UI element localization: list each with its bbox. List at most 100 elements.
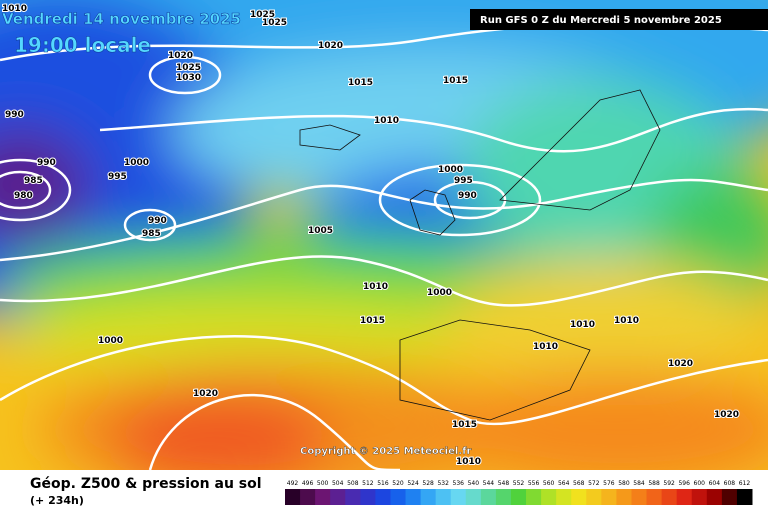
legend-label: 608 — [724, 480, 736, 487]
legend-label: 516 — [377, 480, 389, 487]
isobar-label: 1025 — [262, 18, 287, 28]
isobar-label: 980 — [14, 191, 33, 201]
legend-swatch — [601, 489, 617, 505]
legend-swatch — [586, 489, 602, 505]
legend-swatch — [480, 489, 497, 505]
legend-swatch — [315, 489, 331, 505]
legend-swatch — [526, 489, 542, 505]
legend-label: 596 — [678, 480, 690, 487]
coastlines — [299, 89, 661, 421]
run-box — [470, 9, 768, 30]
legend-swatch — [330, 489, 346, 505]
legend-swatch — [706, 489, 723, 505]
isobar-label: 1020 — [193, 389, 218, 399]
isobar-label: 1010 — [570, 320, 595, 330]
legend-label: 492 — [287, 480, 299, 487]
legend-swatch — [405, 489, 422, 505]
valid-date: Vendredi 14 novembre 2025 — [2, 10, 241, 28]
legend-swatch — [661, 489, 678, 505]
isobar-label: 990 — [458, 191, 477, 201]
isobar-label: 1015 — [360, 316, 385, 326]
legend-swatch — [631, 489, 648, 505]
legend-swatch — [465, 489, 482, 505]
legend-label: 600 — [694, 480, 706, 487]
isobar-label: 1010 — [363, 282, 388, 292]
isobar-label: 1000 — [438, 165, 463, 175]
isobar-label: 1010 — [614, 316, 639, 326]
legend-label: 528 — [422, 480, 434, 487]
isobar-label: 1020 — [668, 359, 693, 369]
isobar-label: 1020 — [714, 410, 739, 420]
legend-label: 544 — [483, 480, 495, 487]
isobar-label: 1025 — [250, 10, 275, 20]
legend-label: 580 — [618, 480, 630, 487]
legend-label: 508 — [347, 480, 359, 487]
isobar-label: 995 — [454, 176, 473, 186]
isobar-label: 995 — [108, 172, 127, 182]
valid-time: 19:00 locale — [14, 33, 151, 57]
legend-swatch — [646, 489, 663, 505]
legend-label: 496 — [302, 480, 314, 487]
lead-time: (+ 234h) — [30, 494, 84, 507]
legend-swatch — [375, 489, 391, 505]
legend-label: 520 — [392, 480, 404, 487]
legend-label: 604 — [709, 480, 721, 487]
isobar-label: 990 — [37, 158, 56, 168]
legend-label: 588 — [648, 480, 660, 487]
legend-label: 568 — [573, 480, 585, 487]
isobar-label: 1030 — [176, 73, 201, 83]
legend-label: 512 — [362, 480, 374, 487]
legend-label: 532 — [437, 480, 449, 487]
isobar-label: 1015 — [348, 78, 373, 88]
legend-swatch — [556, 489, 572, 505]
run-info: Run GFS 0 Z du Mercredi 5 novembre 2025 — [480, 15, 722, 26]
isobar-label: 1015 — [452, 420, 477, 430]
legend-swatch — [390, 489, 407, 505]
isobar-label: 1020 — [168, 51, 193, 61]
legend-swatch — [435, 489, 452, 505]
legend-swatch — [360, 489, 376, 505]
legend-swatch — [420, 489, 437, 505]
legend-label: 576 — [603, 480, 615, 487]
isobar-label: 1010 — [456, 457, 481, 467]
legend-label: 564 — [558, 480, 570, 487]
isobar-label: 1020 — [318, 41, 343, 51]
legend-swatch — [571, 489, 587, 505]
isobar-label: 1025 — [176, 63, 201, 73]
isobars — [0, 22, 768, 470]
isobar-label: 1000 — [427, 288, 452, 298]
legend-label: 552 — [513, 480, 525, 487]
copyright: Copyright © 2025 Meteociel.fr — [300, 446, 471, 457]
isobar-label: 985 — [24, 176, 43, 186]
legend-swatch — [510, 489, 527, 505]
legend: 492 496 500 504 508 512 516 520 524 528 532 536 540 5… — [285, 480, 753, 505]
isobar-label: 1010 — [374, 116, 399, 126]
legend-swatch — [676, 489, 693, 505]
legend-swatch — [691, 489, 708, 505]
isobar-label: 1010 — [2, 4, 27, 14]
legend-label: 592 — [663, 480, 675, 487]
isobar-label: 1000 — [98, 336, 123, 346]
legend-label: 500 — [317, 480, 329, 487]
legend-label: 560 — [543, 480, 555, 487]
legend-label: 612 — [739, 480, 751, 487]
isobar-label: 985 — [142, 229, 161, 239]
legend-swatch — [495, 489, 512, 505]
legend-swatch — [285, 489, 301, 505]
legend-swatch — [300, 489, 316, 505]
legend-swatch — [450, 489, 467, 505]
legend-label: 556 — [528, 480, 540, 487]
legend-label: 584 — [633, 480, 645, 487]
legend-label: 524 — [407, 480, 419, 487]
legend-label: 540 — [468, 480, 480, 487]
isobar-label: 990 — [5, 110, 24, 120]
legend-swatch — [541, 489, 557, 505]
legend-label: 572 — [588, 480, 600, 487]
legend-swatch — [736, 489, 753, 505]
isobar-label: 1005 — [308, 226, 333, 236]
legend-swatch — [345, 489, 361, 505]
isobar-label: 990 — [148, 216, 167, 226]
